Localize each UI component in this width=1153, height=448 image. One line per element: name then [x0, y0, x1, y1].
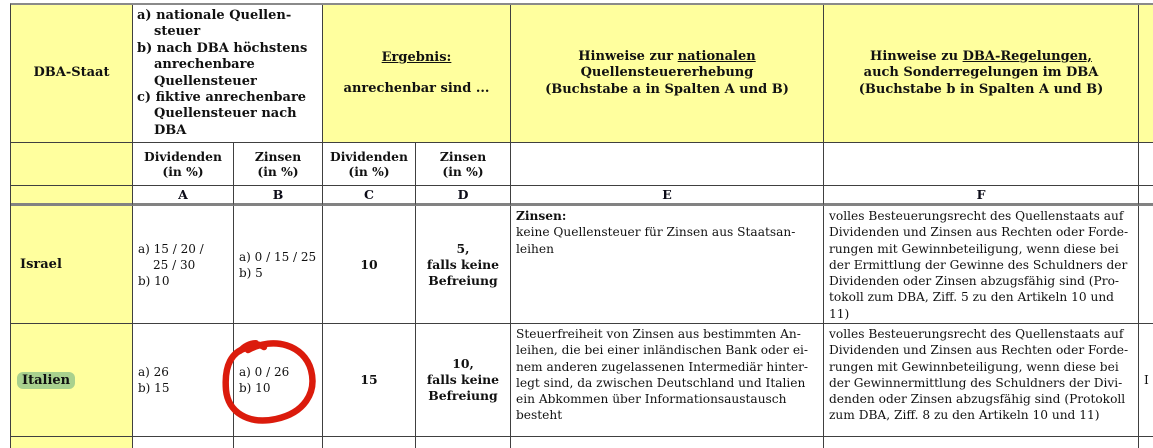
header-item-a: a) nationale Quellen- steuer	[137, 8, 292, 40]
row-italien-staat: Italien	[11, 324, 133, 437]
note-text: keine Quellensteuer für Zinsen aus Staat…	[516, 225, 796, 256]
country-label: Israel	[20, 257, 62, 272]
subheader-empty-truncated	[1139, 143, 1153, 186]
header-ergebnis-sub: anrechenbar sind ...	[343, 80, 490, 96]
header-hinweise-national: Hinweise zur nationalen Quellensteuererh…	[511, 5, 824, 143]
value-a: a) 26	[138, 365, 169, 379]
next-row-sliver	[234, 437, 323, 448]
letter-empty-col1	[11, 186, 133, 206]
header-ergebnis-title: Ergebnis:	[381, 50, 452, 65]
value-a: a) 0 / 26	[239, 365, 290, 379]
header-item-b: b) nach DBA höchstens anrechenbare Quell…	[137, 40, 308, 89]
value-a: a) 15 / 20 / 25 / 30	[138, 241, 204, 272]
row-italien-col-a: a) 26 b) 15	[133, 324, 234, 437]
column-letter-c: C	[323, 186, 416, 206]
column-letter-a: A	[133, 186, 234, 206]
subheader-empty-f	[824, 143, 1139, 186]
column-letter-b: B	[234, 186, 323, 206]
header-dba-staat: DBA-Staat	[11, 5, 133, 143]
row-italien-col-f: volles Besteuerungsrecht des Quellenstaa…	[824, 324, 1139, 437]
header-ab-definitions: a) nationale Quellen- steuer b) nach DBA…	[133, 5, 323, 143]
row-israel-col-c: 10	[323, 206, 416, 324]
subheader-zinsen-b: Zinsen (in %)	[234, 143, 323, 186]
next-row-sliver	[133, 437, 234, 448]
text-run: Hinweise zur	[578, 48, 678, 64]
column-letter-d: D	[416, 186, 511, 206]
dba-table: DBA-Staat a) nationale Quellen- steuer b…	[10, 3, 1153, 448]
row-italien-truncated: I	[1139, 324, 1153, 437]
search-highlight: Italien	[17, 371, 76, 389]
next-row-staat-sliver	[11, 437, 133, 448]
header-item-c: c) fiktive anrechenbare Quellensteuer na…	[137, 90, 307, 138]
value-b: b) 10	[239, 381, 271, 395]
next-row-sliver	[1139, 437, 1153, 448]
row-italien-col-d: 10, falls keine Befreiung	[416, 324, 511, 437]
header-dba-staat-label: DBA-Staat	[33, 65, 110, 81]
note-label: Zinsen:	[516, 209, 567, 223]
text-run-underlined: DBA-Regelungen,	[962, 48, 1092, 64]
value-b: b) 10	[138, 273, 170, 288]
next-row-sliver	[323, 437, 416, 448]
header-hinweise-dba-text: Hinweise zu DBA-Regelungen, auch Sonderr…	[859, 49, 1104, 99]
row-israel-col-f: volles Besteuerungsrecht des Quellenstaa…	[824, 206, 1139, 324]
value-a: a) 0 / 15 / 25	[239, 249, 317, 264]
row-israel-col-b: a) 0 / 15 / 25 b) 5	[234, 206, 323, 324]
next-row-sliver	[416, 437, 511, 448]
subheader-dividenden-c: Dividenden (in %)	[323, 143, 416, 186]
row-israel-col-a: a) 15 / 20 / 25 / 30 b) 10	[133, 206, 234, 324]
row-italien-col-c: 15	[323, 324, 416, 437]
header-hinweise-national-text: Hinweise zur nationalen Quellensteuererh…	[545, 49, 789, 99]
row-israel-truncated	[1139, 206, 1153, 324]
next-row-sliver	[511, 437, 824, 448]
text-run: auch Sonderregelungen im DBA (Buchstabe …	[858, 65, 1104, 97]
row-italien-col-b: a) 0 / 26 b) 10	[234, 324, 323, 437]
subheader-empty-e	[511, 143, 824, 186]
header-hinweise-dba: Hinweise zu DBA-Regelungen, auch Sonderr…	[824, 5, 1139, 143]
next-row-sliver	[824, 437, 1139, 448]
column-letter-e: E	[511, 186, 824, 206]
country-label: Italien	[17, 371, 132, 389]
row-israel-staat: Israel	[11, 206, 133, 324]
text-run: Hinweise zu	[870, 48, 963, 64]
subheader-zinsen-d: Zinsen (in %)	[416, 143, 511, 186]
header-truncated-column	[1139, 5, 1153, 143]
row-israel-col-d: 5, falls keine Befreiung	[416, 206, 511, 324]
text-run-underlined: nationalen	[677, 48, 756, 64]
text-run: Quellensteuererhebung (Buchstabe a in Sp…	[545, 65, 789, 97]
value-b: b) 15	[138, 381, 170, 395]
header-ergebnis: Ergebnis: anrechenbar sind ...	[323, 5, 511, 143]
letter-empty-truncated	[1139, 186, 1153, 206]
column-letter-f: F	[824, 186, 1139, 206]
row-italien-col-e: Steuerfreiheit von Zinsen aus bestimmten…	[511, 324, 824, 437]
subheader-empty-col1	[11, 143, 133, 186]
row-israel-col-e: Zinsen: keine Quellensteuer für Zinsen a…	[511, 206, 824, 324]
value-b: b) 5	[239, 265, 263, 280]
subheader-dividenden-a: Dividenden (in %)	[133, 143, 234, 186]
